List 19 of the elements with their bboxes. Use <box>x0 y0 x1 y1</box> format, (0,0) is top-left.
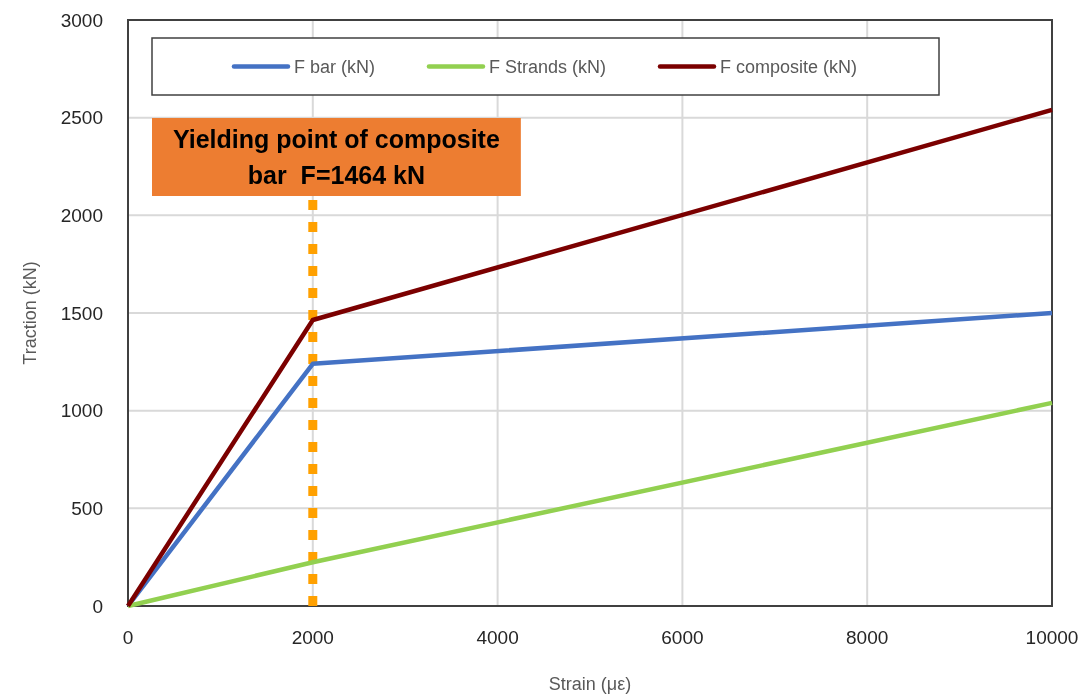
y-tick-label: 0 <box>92 595 103 617</box>
x-tick-label: 8000 <box>846 627 889 648</box>
x-tick-label: 4000 <box>476 627 519 648</box>
x-tick-label: 6000 <box>661 627 704 648</box>
y-tick-label: 500 <box>71 497 103 519</box>
annotation: Yielding point of composite bar F=1464 kN <box>173 124 500 189</box>
y-tick-label: 1000 <box>60 400 103 422</box>
y-tick-label: 3000 <box>60 9 103 31</box>
legend-label: F composite (kN) <box>720 56 858 77</box>
x-tick-label: 0 <box>122 627 134 648</box>
legend-label: F Strands (kN) <box>488 56 607 77</box>
y-tick-label: 1500 <box>60 302 103 324</box>
y-axis-title: Traction (kN) <box>20 261 40 365</box>
x-tick-label: 2000 <box>291 627 334 648</box>
y-tick-label: 2500 <box>60 107 103 129</box>
x-axis-title: Strain (με) <box>548 674 632 694</box>
y-tick-label: 2000 <box>60 204 103 226</box>
x-tick-label: 10000 <box>1025 627 1079 648</box>
legend-label: F bar (kN) <box>293 56 375 77</box>
